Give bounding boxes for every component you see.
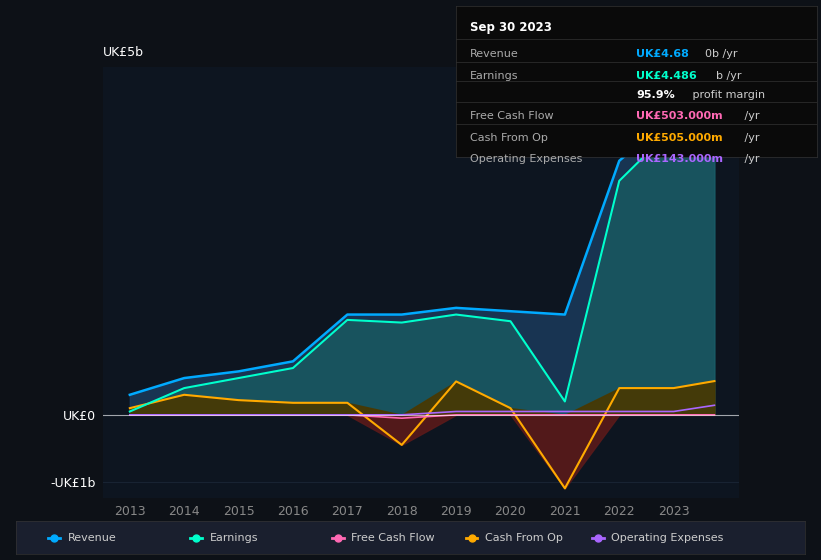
Text: Earnings: Earnings xyxy=(209,533,258,543)
Text: Revenue: Revenue xyxy=(470,49,519,59)
Text: UK£503.000m: UK£503.000m xyxy=(636,111,723,122)
Text: Cash From Op: Cash From Op xyxy=(470,133,548,143)
Text: profit margin: profit margin xyxy=(689,90,765,100)
Text: /yr: /yr xyxy=(741,154,759,164)
Text: Free Cash Flow: Free Cash Flow xyxy=(351,533,435,543)
Text: /yr: /yr xyxy=(741,133,759,143)
Text: Earnings: Earnings xyxy=(470,71,519,81)
Text: UK£143.000m: UK£143.000m xyxy=(636,154,723,164)
Text: Revenue: Revenue xyxy=(67,533,117,543)
Text: Cash From Op: Cash From Op xyxy=(485,533,563,543)
Text: Operating Expenses: Operating Expenses xyxy=(612,533,724,543)
Text: Free Cash Flow: Free Cash Flow xyxy=(470,111,553,122)
Text: 0b /yr: 0b /yr xyxy=(705,49,737,59)
Text: UK£5b: UK£5b xyxy=(103,45,144,59)
Text: 95.9%: 95.9% xyxy=(636,90,675,100)
Text: Sep 30 2023: Sep 30 2023 xyxy=(470,21,552,34)
Text: UK£4.486: UK£4.486 xyxy=(636,71,697,81)
Text: UK£4.68: UK£4.68 xyxy=(636,49,689,59)
Text: b /yr: b /yr xyxy=(716,71,741,81)
Text: /yr: /yr xyxy=(741,111,759,122)
Text: Operating Expenses: Operating Expenses xyxy=(470,154,582,164)
Text: UK£505.000m: UK£505.000m xyxy=(636,133,723,143)
